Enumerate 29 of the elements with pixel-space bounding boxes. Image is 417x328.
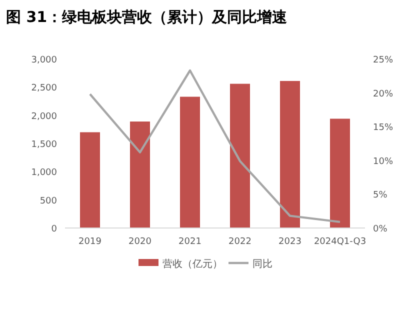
- x-tick-label: 2021: [178, 237, 202, 247]
- y-tick-label: 1,000: [31, 168, 58, 178]
- x-tick-label: 2019: [78, 237, 102, 247]
- y2-tick-label: 15%: [373, 123, 394, 134]
- bar: [180, 96, 200, 228]
- y-tick-label: 500: [40, 196, 58, 206]
- line-series: [88, 69, 342, 224]
- y-tick-label: 3,000: [31, 56, 58, 66]
- y2-tick-label: 0%: [373, 224, 388, 234]
- y-tick-label: 0: [51, 224, 58, 234]
- x-tick-label: 2020: [128, 237, 152, 247]
- bar: [80, 132, 100, 228]
- x-tick-label: 2024Q1-Q3: [314, 237, 366, 247]
- bar: [330, 118, 350, 228]
- x-tick-label: 2023: [278, 237, 302, 247]
- y2-tick-label: 20%: [373, 89, 394, 100]
- bar: [230, 84, 250, 228]
- bar: [130, 122, 150, 228]
- bar: [280, 80, 300, 228]
- x-tick-label: 2022: [228, 237, 252, 247]
- y-tick-label: 1,500: [31, 140, 58, 150]
- legend-label: 营收（亿元）: [162, 258, 222, 270]
- y2-tick-label: 10%: [373, 156, 394, 167]
- legend-label: 同比: [252, 258, 272, 270]
- y2-tick-label: 25%: [373, 56, 394, 66]
- chart-title: 图 31：绿电板块营收（累计）及同比增速: [6, 8, 288, 26]
- y2-tick-label: 5%: [373, 190, 388, 201]
- y-tick-label: 2,500: [31, 84, 58, 94]
- y-tick-label: 2,000: [31, 112, 58, 122]
